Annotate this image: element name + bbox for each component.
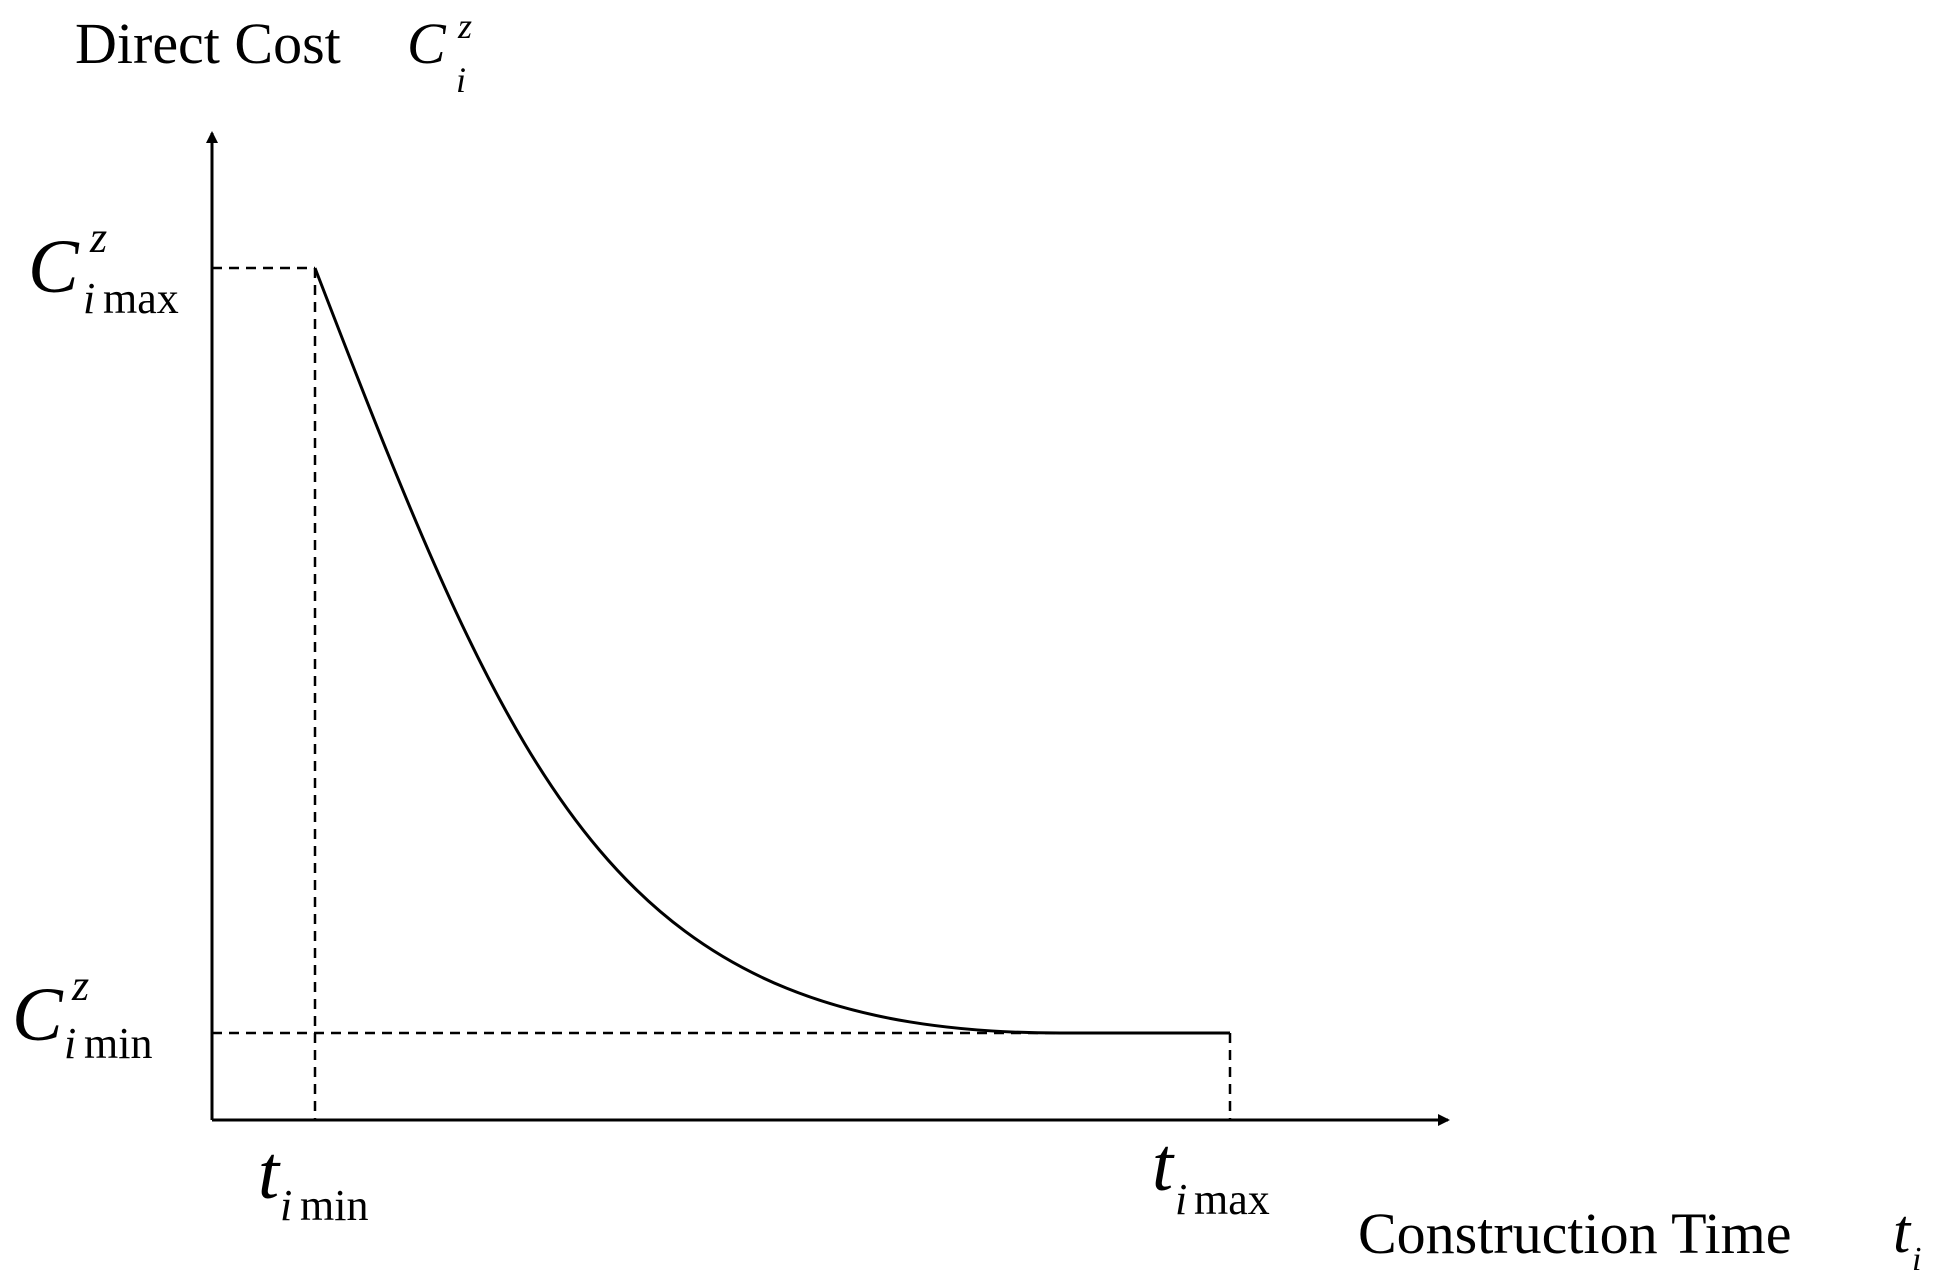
t-max-symbol: t <box>1152 1123 1175 1207</box>
y-axis-label-text: Direct Cost <box>75 11 341 76</box>
c-min-subscript-word: min <box>84 1019 152 1068</box>
x-axis-label: Construction Time t i <box>1358 1198 1921 1278</box>
c-max-superscript: z <box>89 213 107 262</box>
x-axis-label-subscript: i <box>1912 1241 1921 1278</box>
c-min-subscript-i: i <box>64 1019 76 1068</box>
y-axis-label-superscript: z <box>457 6 472 46</box>
t-max-subscript-word: max <box>1194 1175 1270 1224</box>
c-min-label: C z i min <box>12 961 152 1068</box>
c-min-symbol: C <box>12 973 64 1057</box>
c-min-superscript: z <box>71 961 89 1010</box>
c-max-subscript-word: max <box>103 274 179 323</box>
y-axis-label: Direct Cost C z i <box>75 6 472 100</box>
c-max-subscript-i: i <box>83 274 95 323</box>
c-max-symbol: C <box>28 225 80 309</box>
y-axis-label-symbol: C <box>407 11 447 76</box>
t-max-subscript-i: i <box>1175 1175 1187 1224</box>
t-min-label: t i min <box>258 1131 368 1230</box>
x-axis-label-text: Construction Time <box>1358 1201 1791 1266</box>
t-min-subscript-word: min <box>300 1181 368 1230</box>
t-max-label: t i max <box>1152 1123 1270 1224</box>
t-min-symbol: t <box>258 1131 281 1215</box>
y-axis-label-subscript: i <box>456 60 466 100</box>
t-min-subscript-i: i <box>280 1181 292 1230</box>
c-max-label: C z i max <box>28 213 179 323</box>
x-axis-label-symbol: t <box>1893 1198 1912 1266</box>
cost-curve <box>313 267 1230 1035</box>
